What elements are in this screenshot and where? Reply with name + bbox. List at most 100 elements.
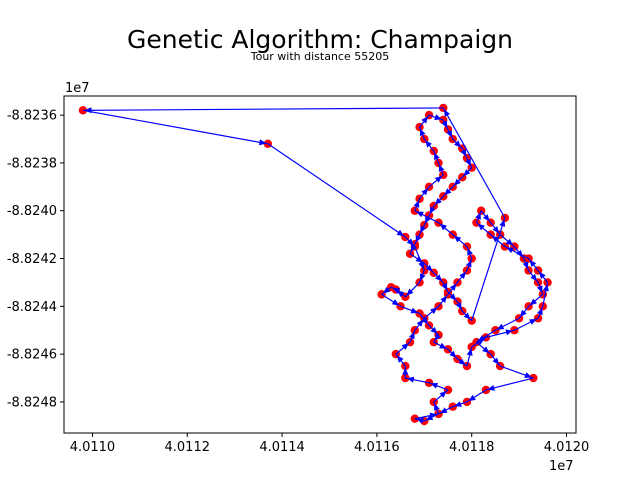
tour-arrowhead [259, 139, 267, 146]
y-axis: -8.8236 -8.8238 -8.8240 -8.8242 -8.8244 -8.82… [7, 109, 64, 410]
tour-arrowhead [491, 235, 500, 243]
tour-arrowhead [434, 197, 442, 205]
tour-arrowhead [406, 238, 414, 246]
y-tick-label: -8.8236 [7, 109, 57, 124]
tour-arrowhead [429, 206, 436, 215]
tour-arrowhead [449, 283, 457, 291]
tour-arrowhead [530, 273, 538, 282]
tour-arrowhead [449, 350, 457, 358]
tour-arrowhead [459, 271, 466, 279]
tour-arrowhead [529, 319, 537, 325]
y-tick-label: -8.8248 [7, 395, 57, 410]
y-tick-label: -8.8240 [7, 204, 57, 219]
y-tick-label: -8.8242 [7, 252, 57, 267]
tour-arrowhead [505, 238, 514, 246]
tour-arrowhead [410, 244, 417, 253]
tour-arrowhead [492, 226, 500, 234]
tour-arrowhead [416, 211, 424, 218]
tour-arrowhead [415, 256, 424, 263]
tour-arrowhead [466, 348, 473, 356]
tour-arrowhead [425, 264, 433, 272]
tour-arrowhead [543, 283, 549, 292]
tour-arrowhead [463, 169, 471, 177]
tour-arrowhead [425, 140, 432, 148]
tour-arrowhead [415, 235, 422, 243]
tour-arrowhead [434, 403, 440, 411]
tour-arrowhead [406, 288, 414, 296]
tour-arrowhead [454, 140, 462, 148]
tour-arrowhead [392, 287, 401, 294]
tour-arrowhead [444, 109, 450, 117]
y-tick-label: -8.8238 [7, 156, 57, 171]
tour-arrowhead [496, 323, 505, 330]
tour-arrowhead [434, 175, 443, 183]
tour-arrowhead [419, 128, 426, 137]
chart-subtitle: Tour with distance 55205 [250, 50, 390, 63]
tour-arrowhead [430, 326, 438, 334]
tour-arrowhead [449, 293, 457, 301]
tour-arrowhead [465, 158, 471, 167]
tour-arrowhead [434, 333, 441, 341]
tour-arrowhead [539, 271, 546, 279]
tour-arrowhead [441, 120, 448, 129]
tour-arrowhead [416, 319, 424, 327]
tour-arrowhead [441, 283, 448, 291]
tour-city-point [405, 249, 415, 258]
x-tick-label: 4.0112 [165, 440, 211, 455]
tour-arrowhead [477, 335, 486, 342]
x-tick-label: 4.0110 [70, 440, 116, 455]
tour-arrowhead [421, 316, 429, 325]
tour-arrowhead [397, 290, 405, 298]
tour-arrowhead [483, 214, 490, 222]
tour-arrowhead [506, 247, 514, 254]
tour-arrowhead [410, 307, 419, 314]
tour-arrowhead [536, 285, 543, 293]
tour-arrowhead [413, 200, 420, 208]
tour-arrowhead [439, 342, 447, 349]
tour-arrowhead [460, 149, 467, 157]
tour-arrowhead [522, 261, 529, 270]
tour-arrowhead [440, 295, 448, 303]
tour-arrowhead [499, 219, 506, 227]
tour-edge [82, 107, 444, 111]
x-tick-label: 4.0114 [259, 440, 305, 455]
tour-arrowhead [487, 385, 495, 391]
chart-title: Genetic Algorithm: Champaign [127, 25, 513, 54]
tour-arrowhead [391, 299, 400, 306]
tour-edge [471, 217, 506, 321]
tour-arrowhead [458, 358, 466, 366]
x-tick-label: 4.0116 [354, 440, 400, 455]
tour-arrowhead [425, 216, 431, 224]
tour-arrowhead [516, 250, 523, 258]
tour-edge [82, 109, 268, 145]
y-tick-label: -8.8246 [7, 348, 57, 363]
tour-arrowhead [429, 412, 437, 419]
x-axis-offset-label: 1e7 [549, 459, 574, 474]
tour-arrowhead [529, 298, 537, 306]
tour-arrowhead [435, 274, 443, 282]
tour-arrowhead [382, 286, 391, 294]
tour-arrowhead [396, 229, 405, 237]
tour-arrowhead [425, 414, 434, 421]
tour-arrowhead [475, 212, 481, 220]
tour-arrowhead [536, 307, 543, 316]
tour-arrowhead [454, 401, 462, 407]
tour-arrowhead [84, 107, 92, 114]
tour-arrowhead [439, 407, 448, 414]
tour-arrowhead [463, 312, 471, 320]
tour-arrowhead [524, 372, 532, 378]
x-axis: 4.0110 4.0112 4.0114 4.0116 4.0118 4.0120 [70, 433, 589, 455]
tour-arrowhead [477, 223, 485, 231]
tour-arrowhead [434, 114, 442, 120]
tour-arrowhead [401, 343, 409, 350]
tour-arrowhead [529, 259, 537, 267]
tour-arrowhead [492, 357, 500, 365]
tour-arrowhead [430, 383, 438, 389]
tour-edge [267, 143, 406, 238]
tour-arrowhead [430, 307, 438, 315]
tour-arrowhead [467, 248, 473, 256]
tour-arrowhead [420, 225, 426, 234]
tour-arrowhead [408, 331, 415, 340]
tour-arrowhead [434, 152, 440, 160]
